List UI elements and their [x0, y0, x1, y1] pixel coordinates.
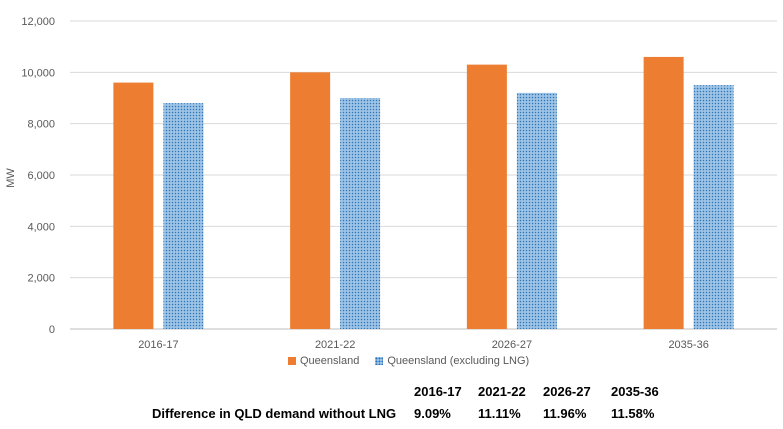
x-tick-label: 2035-36	[668, 339, 708, 351]
table-header-cell: 2035-36	[611, 383, 659, 399]
y-tick-label: 10,000	[21, 67, 55, 79]
bar-series-2	[693, 85, 734, 330]
table-value-cell: 11.96%	[543, 405, 587, 421]
y-tick-label: 4,000	[27, 221, 55, 233]
table-header-cell: 2016-17	[414, 383, 462, 399]
legend-label-series-2: Queensland (excluding LNG)	[387, 355, 530, 367]
y-tick-label: 0	[49, 324, 55, 336]
legend: Queensland Queensland (excluding LNG)	[288, 355, 545, 367]
table-header-cell: 2026-27	[543, 383, 591, 399]
difference-table-value-row: Difference in QLD demand without LNG 9.0…	[152, 402, 671, 424]
y-axis-label: MW	[5, 168, 17, 188]
table-value-cell: 11.11%	[478, 405, 521, 421]
bars	[113, 56, 734, 330]
legend-label-series-1: Queensland	[300, 355, 360, 367]
chart: 0 2,000 4,000 6,000 8,000 10,000 12,000 MW 201…	[5, 16, 777, 351]
bar-series-2	[163, 103, 204, 329]
y-tick-label: 2,000	[27, 273, 55, 285]
difference-table-header-row: 2016-17 2021-22 2026-27 2035-36	[152, 380, 671, 402]
y-tick-label: 6,000	[27, 170, 55, 182]
y-axis-ticks: 0 2,000 4,000 6,000 8,000 10,000 12,000	[21, 16, 55, 336]
x-axis-ticks: 2016-17 2021-22 2026-27 2035-36	[138, 339, 709, 351]
bar-series-1	[466, 64, 507, 329]
bar-series-1	[290, 72, 331, 329]
bar-series-2	[516, 92, 557, 329]
bar-series-1	[113, 82, 154, 329]
legend-item-series-1: Queensland	[288, 355, 359, 367]
bar-series-2	[340, 98, 381, 329]
legend-item-series-2: Queensland (excluding LNG)	[375, 355, 529, 367]
y-tick-label: 8,000	[27, 119, 55, 131]
table-value-cell: 9.09%	[414, 405, 451, 421]
table-header-cell: 2021-22	[478, 383, 526, 399]
legend-swatch-series-2	[375, 357, 384, 365]
y-tick-label: 12,000	[21, 16, 55, 28]
legend-swatch-series-1	[288, 357, 296, 365]
table-row-label: Difference in QLD demand without LNG	[152, 405, 397, 421]
difference-table: 2016-17 2021-22 2026-27 2035-36 Differen…	[152, 380, 671, 424]
table-value-cell: 11.58%	[611, 405, 655, 421]
x-tick-label: 2016-17	[138, 339, 178, 351]
x-tick-label: 2021-22	[315, 339, 355, 351]
x-tick-label: 2026-27	[492, 339, 532, 351]
bar-series-1	[643, 56, 684, 329]
